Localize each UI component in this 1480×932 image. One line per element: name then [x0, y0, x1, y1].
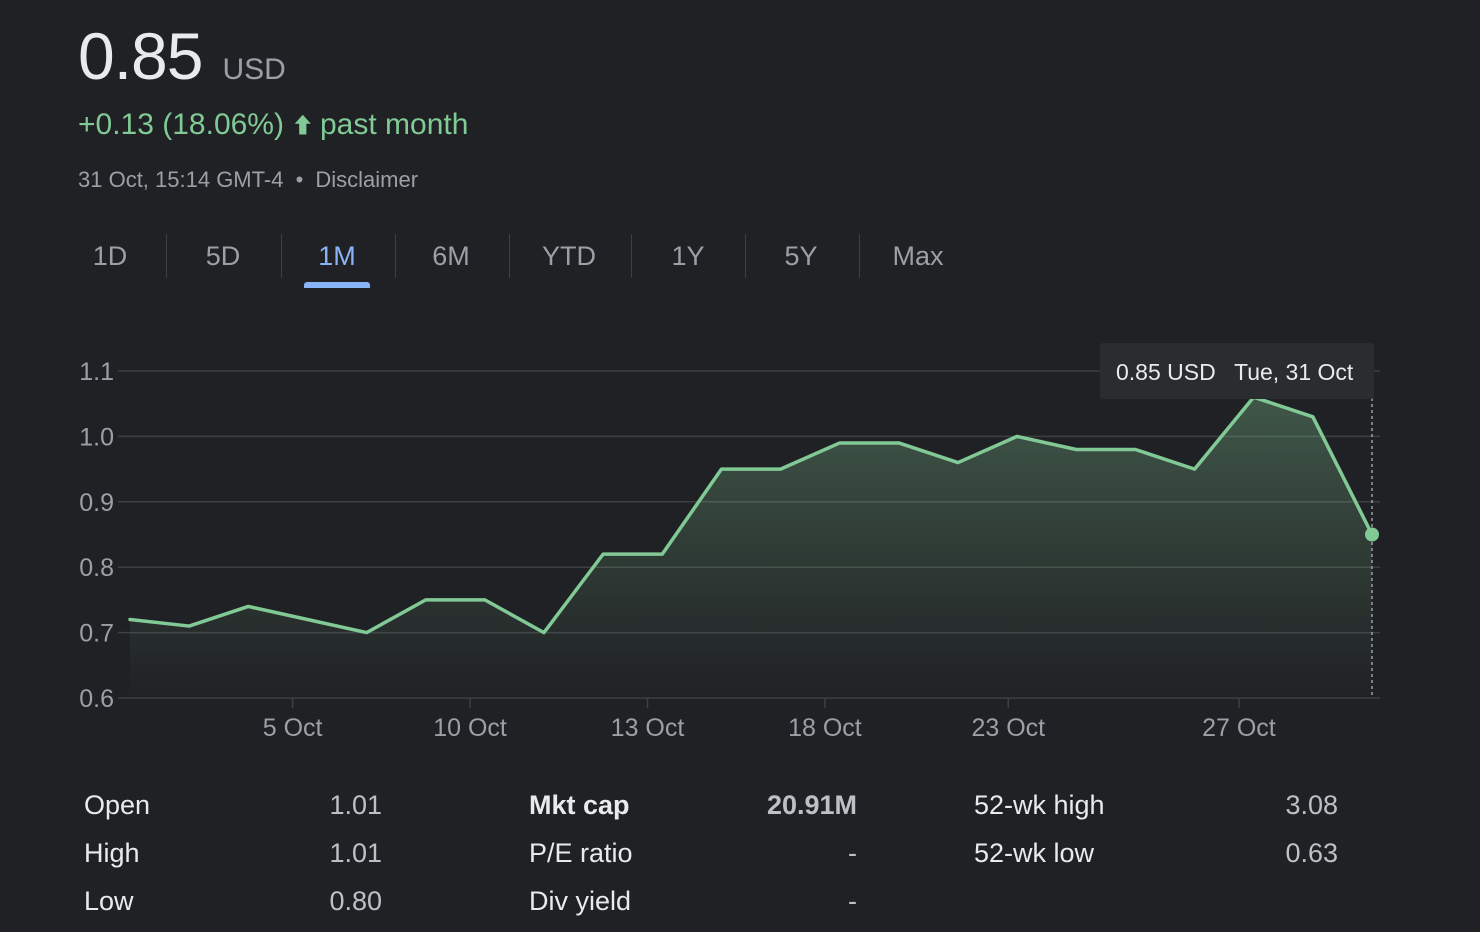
tab-1m[interactable]: 1M [304, 228, 370, 288]
price-line [128, 395, 1374, 635]
x-tick-label: 5 Oct [263, 714, 323, 740]
stat-value: - [848, 838, 857, 868]
stat-label: Low [84, 886, 134, 916]
tab-separator [509, 234, 510, 278]
current-price: 0.85 [78, 19, 203, 93]
tab-separator [745, 234, 746, 278]
arrow-up-icon [294, 114, 311, 135]
active-tab-indicator [304, 282, 370, 288]
price-change: +0.13 (18.06%) past month [78, 108, 468, 142]
x-tick-label: 10 Oct [433, 714, 507, 740]
tab-max[interactable]: Max [892, 241, 944, 271]
tab-ytd[interactable]: YTD [542, 241, 596, 271]
tooltip-box [1100, 343, 1374, 399]
tooltip-date: Tue, 31 Oct [1234, 359, 1354, 385]
price-endpoint [1365, 527, 1379, 542]
y-tick-label: 1.0 [79, 423, 114, 451]
x-tick-label: 18 Oct [788, 714, 862, 740]
stat-label: Mkt cap [529, 790, 630, 820]
tab-6m[interactable]: 6M [432, 241, 470, 271]
stat-label: 52-wk low [974, 838, 1095, 868]
separator-dot: • [295, 167, 304, 192]
tab-separator [166, 234, 167, 278]
stat-label: High [84, 838, 140, 868]
y-tick-label: 1.1 [79, 358, 114, 386]
tab-separator [859, 234, 860, 278]
timestamp-row: 31 Oct, 15:14 GMT-4 • Disclaimer [78, 167, 418, 193]
tab-5d[interactable]: 5D [205, 241, 241, 271]
y-tick-label: 0.9 [79, 489, 114, 517]
change-period: past month [319, 108, 469, 141]
stat-value: 20.91M [766, 790, 857, 820]
x-tick-label: 13 Oct [611, 714, 685, 740]
timestamp: 31 Oct, 15:14 GMT-4 [78, 167, 284, 192]
tab-separator [281, 234, 282, 278]
y-tick-label: 0.7 [79, 620, 114, 648]
y-tick-label: 0.8 [79, 554, 114, 582]
y-tick-label: 0.6 [79, 685, 114, 713]
disclaimer-link[interactable]: Disclaimer [315, 167, 419, 192]
price-header: 0.85 USD [78, 18, 286, 94]
change-value: +0.13 (18.06%) [78, 108, 284, 141]
tab-1d[interactable]: 1D [92, 241, 128, 271]
stat-label: Open [84, 790, 151, 820]
price-chart: 1.1 1.0 0.9 0.8 0.7 0.6 5 Oct 10 Oct 13 Oct 18 Oc… [79, 343, 1380, 740]
stat-label: Div yield [529, 886, 632, 916]
stat-value: 3.08 [1285, 790, 1338, 820]
tab-separator [631, 234, 632, 278]
stat-value: 0.80 [329, 886, 382, 916]
x-tick-label: 23 Oct [971, 714, 1045, 740]
tooltip-price: 0.85 USD [1116, 359, 1216, 385]
tab-1y[interactable]: 1Y [671, 241, 705, 271]
currency-label: USD [222, 53, 286, 86]
x-tick-label: 27 Oct [1202, 714, 1276, 740]
stat-value: - [848, 886, 857, 916]
tab-separator [395, 234, 396, 278]
stat-label: P/E ratio [529, 838, 633, 868]
stat-value: 0.63 [1285, 838, 1338, 868]
stat-label: 52-wk high [974, 790, 1105, 820]
tab-5y[interactable]: 5Y [784, 241, 818, 271]
price-area-fill [130, 397, 1372, 698]
stat-value: 1.01 [329, 790, 382, 820]
stat-value: 1.01 [329, 838, 382, 868]
